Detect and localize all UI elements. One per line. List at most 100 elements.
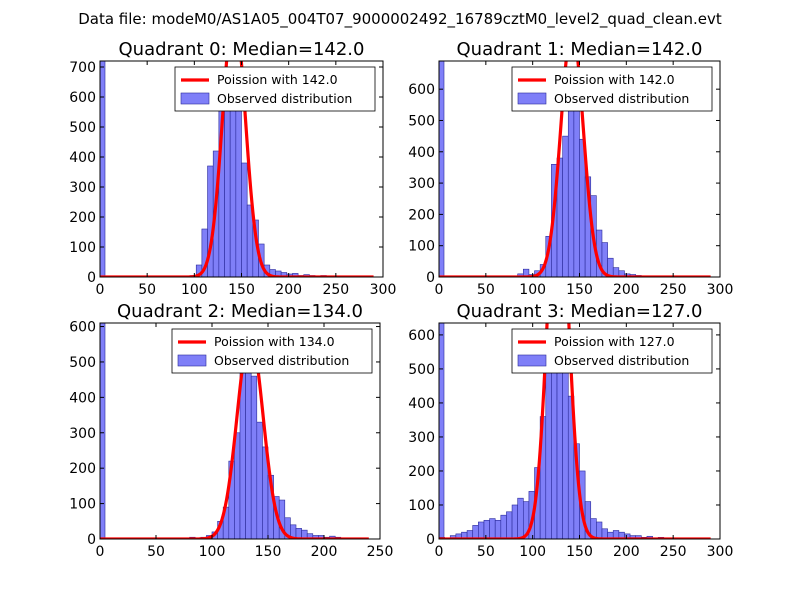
y-tick-label: 0 bbox=[87, 532, 96, 548]
y-tick-label: 500 bbox=[69, 355, 96, 371]
hist-bar bbox=[256, 421, 263, 539]
hist-bar bbox=[472, 525, 479, 539]
x-tick-label: 200 bbox=[275, 282, 302, 298]
legend-hist-label: Observed distribution bbox=[214, 353, 349, 368]
y-tick-label: 0 bbox=[426, 532, 435, 548]
panels: 0 50 100 150 200 250 3000100200300400500600700… bbox=[69, 39, 734, 560]
y-tick-label: 100 bbox=[69, 240, 96, 256]
legend: Poission with 142.0 Observed distribution bbox=[174, 66, 376, 112]
x-tick-label: 250 bbox=[322, 282, 349, 298]
axes-frame bbox=[99, 322, 381, 540]
hist-bar bbox=[439, 323, 445, 539]
y-tick-label: 600 bbox=[69, 320, 96, 336]
hist-bar bbox=[239, 372, 246, 539]
y-tick-label: 600 bbox=[69, 90, 96, 106]
y-tick-label: 0 bbox=[426, 270, 435, 286]
x-tick-label: 100 bbox=[181, 282, 208, 298]
x-tick-label: 300 bbox=[707, 544, 734, 560]
legend-hist-label: Observed distribution bbox=[554, 353, 689, 368]
legend-hist-label: Observed distribution bbox=[217, 91, 352, 106]
hist-bar bbox=[506, 511, 513, 539]
hist-bar bbox=[522, 268, 530, 277]
hist-bar bbox=[235, 102, 242, 277]
x-tick-label: 100 bbox=[519, 544, 546, 560]
hist-bar bbox=[517, 497, 524, 539]
x-tick-label: 150 bbox=[228, 282, 255, 298]
legend-hist-swatch bbox=[177, 354, 207, 367]
y-tick-label: 400 bbox=[408, 396, 435, 412]
panel-title: Quadrant 0: Median=142.0 bbox=[119, 39, 365, 60]
plot-area bbox=[439, 61, 712, 277]
legend-hist-label: Observed distribution bbox=[554, 91, 689, 106]
y-tick-label: 500 bbox=[69, 120, 96, 136]
x-tick-label: 0 bbox=[96, 544, 105, 560]
x-tick-label: 50 bbox=[477, 544, 495, 560]
x-tick-label: 0 bbox=[435, 544, 444, 560]
legend-hist-swatch bbox=[517, 354, 547, 367]
x-tick-label: 0 bbox=[96, 282, 105, 298]
hist-bar bbox=[241, 162, 248, 277]
y-tick-label: 300 bbox=[408, 430, 435, 446]
hist-bar bbox=[229, 96, 237, 277]
y-tick-label: 300 bbox=[69, 426, 96, 442]
x-tick-label: 250 bbox=[660, 544, 687, 560]
hist-bar bbox=[250, 375, 258, 539]
hist-bar bbox=[439, 61, 445, 277]
x-tick-label: 50 bbox=[477, 282, 495, 298]
legend-hist-swatch bbox=[180, 92, 210, 105]
legend: Poission with 127.0 Observed distribution bbox=[511, 328, 713, 374]
y-tick-label: 200 bbox=[408, 464, 435, 480]
y-tick-label: 0 bbox=[87, 270, 96, 286]
poisson-fit-line bbox=[439, 323, 712, 539]
legend: Poission with 134.0 Observed distribution bbox=[171, 328, 373, 374]
x-tick-label: 200 bbox=[613, 282, 640, 298]
hist-bar bbox=[234, 432, 241, 539]
y-tick-label: 600 bbox=[408, 328, 435, 344]
hist-bar bbox=[489, 518, 496, 539]
x-tick-label: 300 bbox=[707, 282, 734, 298]
legend: Poission with 142.0 Observed distribution bbox=[511, 66, 713, 112]
y-tick-label: 600 bbox=[408, 82, 435, 98]
legend-line-label: Poission with 127.0 bbox=[554, 334, 675, 349]
hist-bar bbox=[100, 61, 106, 277]
hist-bar bbox=[483, 519, 490, 539]
y-tick-label: 200 bbox=[408, 207, 435, 223]
x-tick-label: 100 bbox=[199, 544, 226, 560]
plot-area bbox=[100, 61, 375, 277]
y-tick-label: 300 bbox=[408, 176, 435, 192]
hist-bar bbox=[224, 90, 231, 277]
y-tick-label: 500 bbox=[408, 113, 435, 129]
legend-line-label: Poission with 142.0 bbox=[217, 72, 338, 87]
hist-bar bbox=[545, 348, 552, 539]
y-tick-label: 500 bbox=[408, 362, 435, 378]
figure-title: Data file: modeM0/AS1A05_004T07_90000024… bbox=[78, 10, 722, 29]
x-tick-label: 250 bbox=[367, 544, 394, 560]
x-tick-label: 50 bbox=[138, 282, 156, 298]
x-tick-label: 100 bbox=[519, 282, 546, 298]
legend-hist-swatch bbox=[517, 92, 547, 105]
hist-bar bbox=[567, 104, 575, 277]
y-tick-label: 400 bbox=[408, 145, 435, 161]
hist-bar bbox=[573, 101, 580, 277]
x-tick-label: 50 bbox=[147, 544, 165, 560]
quadrant-0-panel: 0 50 100 150 200 250 300 0 100 200 300 400 500 600 700… bbox=[69, 39, 397, 298]
y-tick-label: 300 bbox=[69, 180, 96, 196]
x-tick-label: 250 bbox=[660, 282, 687, 298]
hist-bar bbox=[100, 323, 106, 539]
hist-bar bbox=[596, 521, 603, 539]
x-tick-label: 300 bbox=[370, 282, 397, 298]
x-tick-label: 150 bbox=[566, 282, 593, 298]
hist-bar bbox=[478, 521, 485, 539]
y-tick-label: 700 bbox=[69, 60, 96, 76]
poisson-fit-line bbox=[100, 333, 370, 539]
x-tick-label: 150 bbox=[255, 544, 282, 560]
y-tick-label: 400 bbox=[69, 150, 96, 166]
panel-title: Quadrant 1: Median=142.0 bbox=[457, 39, 703, 60]
y-tick-label: 100 bbox=[69, 497, 96, 513]
legend-line-label: Poission with 134.0 bbox=[214, 334, 335, 349]
quadrant-1-panel: 0 50 100 150 200 250 300 0 100 200 300 400 500 600 Qua… bbox=[408, 39, 734, 298]
hist-bar bbox=[500, 514, 507, 539]
hist-bar bbox=[494, 519, 502, 539]
x-tick-label: 150 bbox=[566, 544, 593, 560]
